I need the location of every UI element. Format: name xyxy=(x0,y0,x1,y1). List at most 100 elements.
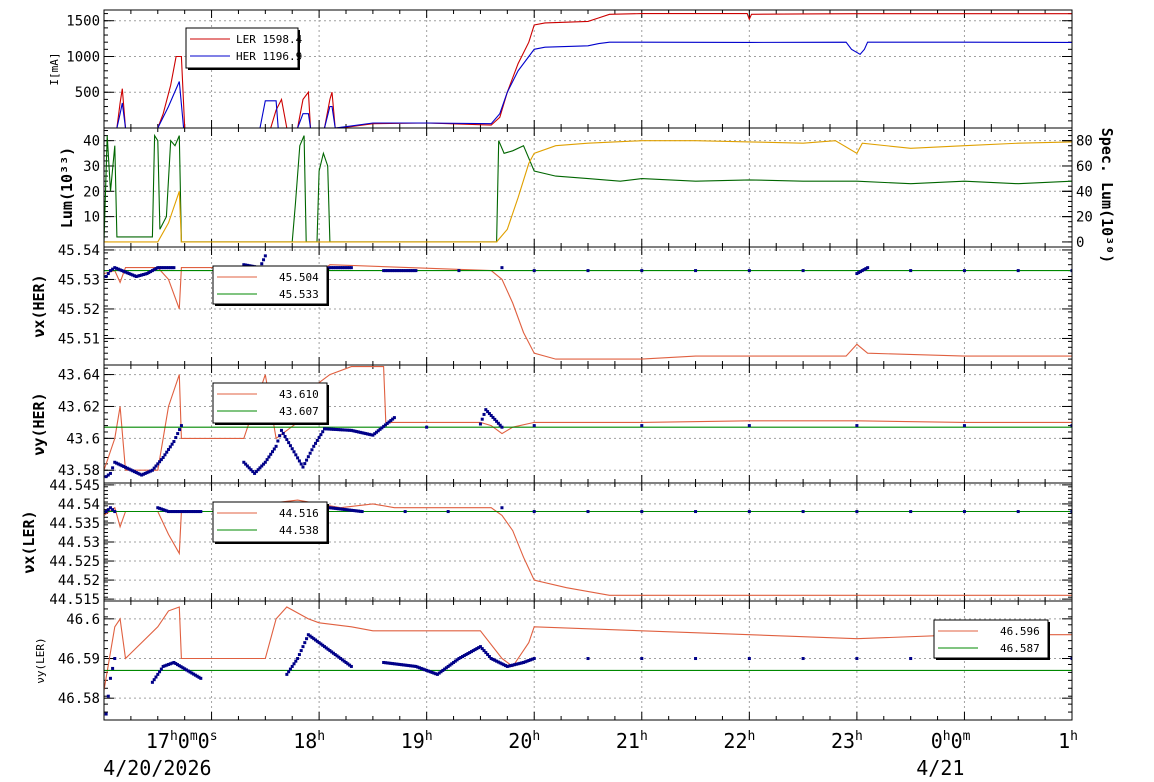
series-group xyxy=(104,13,1072,128)
data-point xyxy=(342,659,346,663)
data-point xyxy=(159,458,163,462)
data-point xyxy=(342,266,346,270)
data-point xyxy=(163,664,167,668)
data-point xyxy=(247,466,251,470)
data-point xyxy=(141,273,145,277)
data-point xyxy=(860,269,864,273)
data-point xyxy=(294,453,298,457)
data-point xyxy=(113,657,117,661)
data-point xyxy=(322,427,326,431)
data-point xyxy=(172,266,176,270)
x-date-label: 4/20/2026 xyxy=(103,756,211,780)
x-date-label: 4/21 xyxy=(916,756,964,780)
data-point xyxy=(278,434,282,438)
data-point xyxy=(150,269,154,273)
data-point xyxy=(391,662,395,666)
data-point xyxy=(509,664,513,668)
data-point xyxy=(188,510,192,514)
data-point xyxy=(328,427,332,431)
data-point xyxy=(158,670,162,674)
data-point xyxy=(324,646,328,650)
data-point xyxy=(292,662,296,666)
data-point xyxy=(190,671,194,675)
data-point xyxy=(269,452,273,456)
data-point xyxy=(855,657,859,661)
data-point xyxy=(392,269,396,273)
data-point xyxy=(441,668,445,672)
data-point xyxy=(1070,657,1072,661)
data-point xyxy=(866,266,870,270)
data-point xyxy=(747,424,751,428)
data-point xyxy=(340,658,344,662)
data-point xyxy=(500,662,504,666)
legend: 44.516 44.538 xyxy=(212,501,329,544)
data-point xyxy=(348,508,352,512)
data-point xyxy=(371,433,375,437)
y-tick-label: 45.54 xyxy=(58,243,100,259)
y-tick-label: 45.53 xyxy=(58,272,100,288)
data-point xyxy=(428,670,432,674)
data-point xyxy=(364,432,368,436)
data-point xyxy=(161,266,165,270)
data-point xyxy=(414,664,418,668)
data-point xyxy=(122,465,126,469)
x-tick-label: 1h xyxy=(1058,729,1078,753)
data-point xyxy=(301,465,305,469)
panel-2: 45.51 45.52 45.53 45.54 45.504 45.533 νx(HER) xyxy=(30,243,1073,366)
data-point xyxy=(308,451,312,455)
data-point xyxy=(111,508,115,512)
panel-5: 46.58 46.59 46.6 46.596 46.587 νy(LER) xyxy=(34,600,1073,721)
data-point xyxy=(195,674,199,678)
data-point xyxy=(285,672,289,676)
data-point xyxy=(177,510,181,514)
data-point xyxy=(177,664,181,668)
data-point xyxy=(152,466,156,470)
data-point xyxy=(801,269,805,273)
data-point xyxy=(308,634,312,638)
data-point xyxy=(108,269,112,273)
data-point xyxy=(120,269,124,273)
data-point xyxy=(511,663,515,667)
y-tick-label: 46.6 xyxy=(66,612,100,628)
data-point xyxy=(158,506,162,510)
data-point xyxy=(181,666,185,670)
data-point xyxy=(471,649,475,653)
data-point xyxy=(482,412,486,416)
data-point xyxy=(403,663,407,667)
data-point xyxy=(326,647,330,651)
data-point xyxy=(113,266,117,270)
data-point xyxy=(392,416,396,420)
data-point xyxy=(344,508,348,512)
data-point xyxy=(383,661,387,665)
data-point xyxy=(340,507,344,511)
data-point xyxy=(317,641,321,645)
series-line-lum xyxy=(104,133,1072,243)
data-point xyxy=(175,510,179,514)
data-point xyxy=(747,510,751,514)
data-point xyxy=(147,470,151,474)
data-point xyxy=(412,269,416,273)
data-point xyxy=(305,637,309,641)
data-point xyxy=(335,266,339,270)
data-point xyxy=(294,659,298,663)
data-point xyxy=(292,450,296,454)
data-point xyxy=(108,676,112,680)
data-point xyxy=(1070,424,1072,428)
y-axis-label: I[mA] xyxy=(48,52,61,85)
data-point xyxy=(330,506,334,510)
data-point xyxy=(376,429,380,433)
data-point xyxy=(498,423,502,427)
data-point xyxy=(382,660,386,664)
y-tick-label: 46.59 xyxy=(58,652,100,668)
data-point xyxy=(299,462,303,466)
data-point xyxy=(504,664,508,668)
data-point xyxy=(425,425,429,429)
data-point xyxy=(150,468,154,472)
series-group xyxy=(104,366,1072,479)
data-point xyxy=(513,663,517,667)
data-point xyxy=(351,429,355,433)
y-tick-label: 45.51 xyxy=(58,331,100,347)
data-point xyxy=(495,659,499,663)
data-point xyxy=(283,434,287,438)
data-point xyxy=(125,466,129,470)
